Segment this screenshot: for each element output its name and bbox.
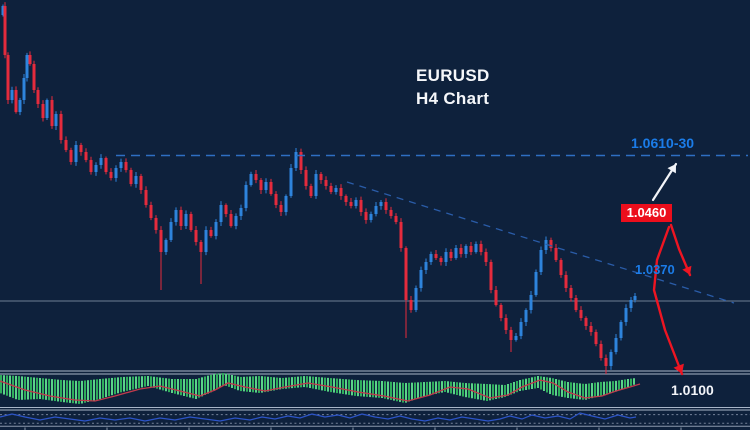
symbol-title: EURUSD — [416, 66, 490, 85]
indicator-panel — [0, 370, 750, 411]
chart-title: EURUSD H4 Chart — [416, 64, 490, 110]
candles-layer — [1, 2, 637, 374]
resistance-zone-label: 1.0610-30 — [631, 135, 695, 151]
trendline — [346, 181, 735, 304]
arrows-layer — [651, 162, 692, 376]
entry-price-badge: 1.0460 — [621, 204, 672, 222]
timeframe-title: H4 Chart — [416, 89, 490, 108]
target-price-label: 1.0100 — [671, 382, 714, 398]
trendline-price-label: 1.0370 — [635, 262, 675, 277]
oscillator-panel — [0, 412, 750, 430]
